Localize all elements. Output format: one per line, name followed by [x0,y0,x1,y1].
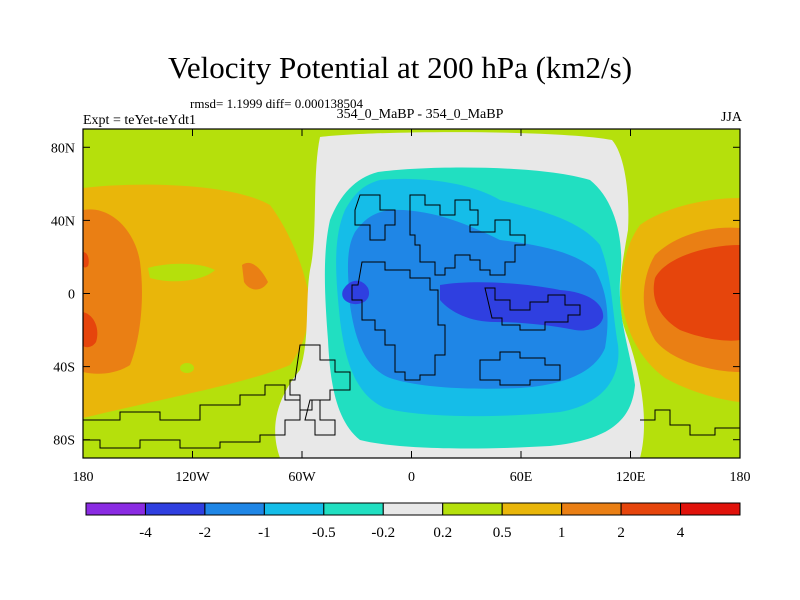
west-lime-dot [180,363,194,373]
x-tick-label: 60W [288,470,316,485]
colorbar-label: 0.2 [433,525,452,541]
season-label: JJA [720,110,742,125]
x-tick-label: 0 [408,470,415,485]
colorbar-swatch [263,502,325,516]
colorbar-label: 0.5 [493,525,512,541]
central-region-neg-2-main [440,282,604,331]
x-tick-label: 180 [73,470,94,485]
x-tick-label: 180 [730,470,751,485]
y-tick-label: 80N [51,141,75,156]
colorbar-label: 1 [558,525,566,541]
colorbar-label: -4 [139,525,152,541]
x-tick-label: 120W [175,470,210,485]
colorbar-swatch [561,502,622,516]
colorbar: -4 -2 -1 -0.5 -0.2 0.2 0.5 1 2 4 [85,502,741,541]
colorbar-swatch [323,502,384,516]
continent-outlines [83,194,740,449]
comparison-label: 354_0_MaBP - 354_0_MaBP [336,107,504,122]
y-axis: 80N 40N 0 40S 80S [51,141,740,449]
colorbar-swatch [620,502,682,516]
x-axis: 180 120W 60W 0 60E 120E 180 [73,129,751,485]
west-region-2-4 [83,312,98,348]
colorbar-swatch [382,502,444,516]
stats-text: rmsd= 1.1999 diff= 0.000138504 [190,96,363,111]
coastline-antarctica-east [640,409,740,436]
coastline-asia-south [484,287,581,331]
chart-title: Velocity Potential at 200 hPa (km2/s) [167,50,633,85]
coastline-north-america [354,194,396,241]
x-tick-label: 120E [616,470,646,485]
west-lime-hole [148,263,215,282]
y-tick-label: 80S [53,434,75,449]
y-tick-label: 40S [53,361,75,376]
y-tick-label: 40N [51,214,75,229]
colorbar-swatch [204,502,265,516]
x-tick-label: 60E [510,470,533,485]
colorbar-label: 4 [677,525,685,541]
colorbar-label: -0.2 [371,525,395,541]
central-region-neg-2-west [342,280,370,305]
colorbar-swatch [680,502,741,516]
west-region-2-4b [83,252,89,268]
map-plot-area [83,129,740,458]
coastline-south-america [289,344,351,411]
colorbar-label: -0.5 [312,525,336,541]
experiment-label: Expt = teYet-teYdt1 [83,113,197,128]
coastline-antarctica-west [83,384,301,449]
west-small-1-2 [242,262,268,290]
east-region-2-4 [653,245,740,341]
colorbar-swatch [442,502,503,516]
colorbar-swatch [85,502,146,516]
colorbar-swatch [501,502,563,516]
west-region-1-2 [83,209,142,374]
coastline-africa [351,261,446,381]
west-region-0p5-1 [83,184,310,418]
coastline-australia [479,351,561,386]
colorbar-label: 2 [617,525,625,541]
coastline-eurasia [409,194,526,276]
colorbar-swatch [144,502,206,516]
coastline-antarctica-tip [304,399,336,436]
y-tick-label: 0 [68,288,75,303]
colorbar-label: -1 [258,525,271,541]
colorbar-label: -2 [199,525,212,541]
